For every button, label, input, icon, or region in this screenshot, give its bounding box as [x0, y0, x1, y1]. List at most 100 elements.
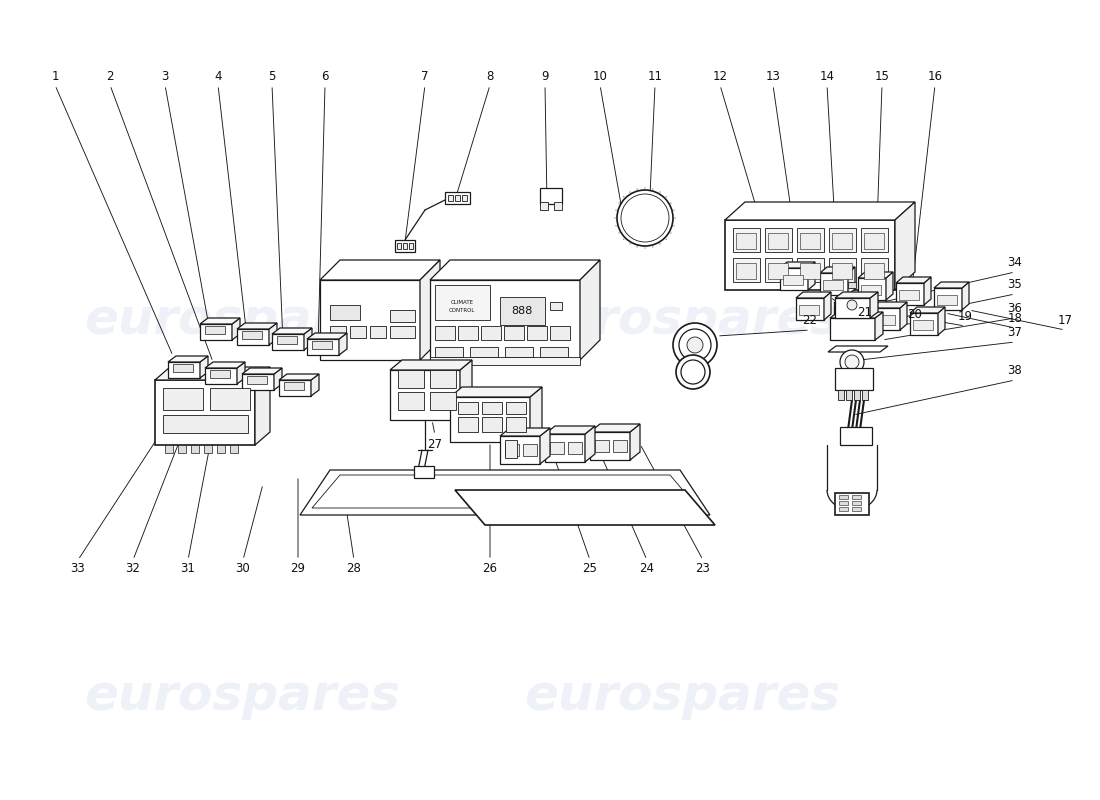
- Polygon shape: [155, 380, 255, 445]
- Bar: [800, 233, 820, 249]
- Text: 18: 18: [1008, 313, 1022, 326]
- Polygon shape: [858, 278, 886, 300]
- Bar: [482, 402, 502, 414]
- Bar: [430, 370, 456, 388]
- Bar: [899, 290, 918, 300]
- Bar: [210, 388, 250, 410]
- Polygon shape: [830, 318, 874, 340]
- Polygon shape: [236, 323, 277, 329]
- Bar: [434, 347, 463, 357]
- Polygon shape: [168, 356, 208, 362]
- Polygon shape: [307, 339, 339, 355]
- Text: 888: 888: [512, 306, 532, 316]
- Polygon shape: [395, 240, 415, 252]
- Bar: [798, 228, 824, 252]
- Bar: [835, 493, 869, 515]
- Bar: [852, 507, 861, 511]
- Polygon shape: [200, 324, 232, 340]
- Polygon shape: [585, 426, 595, 462]
- Bar: [277, 336, 297, 344]
- Polygon shape: [820, 267, 855, 273]
- Bar: [595, 440, 609, 452]
- Polygon shape: [828, 346, 888, 352]
- Bar: [178, 445, 186, 453]
- Bar: [242, 331, 262, 339]
- Bar: [500, 297, 544, 325]
- Polygon shape: [870, 292, 878, 318]
- Bar: [852, 495, 861, 499]
- Polygon shape: [236, 362, 245, 384]
- Bar: [736, 233, 756, 249]
- Polygon shape: [390, 360, 472, 370]
- Polygon shape: [834, 297, 869, 303]
- Bar: [839, 507, 848, 511]
- Bar: [173, 364, 192, 372]
- Bar: [568, 442, 582, 454]
- Bar: [764, 258, 792, 282]
- Bar: [783, 275, 803, 285]
- Polygon shape: [272, 328, 312, 334]
- Bar: [829, 258, 856, 282]
- Bar: [482, 417, 502, 432]
- Polygon shape: [200, 356, 208, 378]
- Bar: [370, 326, 386, 338]
- Bar: [204, 445, 212, 453]
- Bar: [390, 326, 415, 338]
- Bar: [800, 263, 820, 279]
- Bar: [829, 228, 856, 252]
- Bar: [434, 285, 490, 320]
- Bar: [874, 315, 895, 325]
- Bar: [430, 280, 580, 360]
- Bar: [430, 392, 456, 410]
- Bar: [455, 195, 460, 201]
- Polygon shape: [279, 380, 311, 396]
- Bar: [832, 233, 852, 249]
- Bar: [398, 370, 424, 388]
- Polygon shape: [848, 267, 855, 295]
- Text: 17: 17: [1057, 314, 1072, 327]
- Polygon shape: [934, 282, 969, 288]
- Polygon shape: [796, 292, 830, 298]
- Polygon shape: [544, 434, 585, 462]
- Bar: [837, 310, 857, 320]
- Bar: [397, 243, 401, 249]
- Polygon shape: [848, 282, 856, 288]
- Text: 36: 36: [1008, 302, 1022, 315]
- Bar: [550, 326, 570, 340]
- Polygon shape: [242, 374, 274, 390]
- Polygon shape: [830, 312, 883, 318]
- Polygon shape: [872, 302, 908, 308]
- Bar: [505, 444, 519, 456]
- Bar: [430, 357, 580, 365]
- Circle shape: [845, 355, 859, 369]
- Polygon shape: [255, 367, 270, 445]
- Text: 21: 21: [858, 306, 872, 319]
- Polygon shape: [320, 260, 440, 280]
- Text: 35: 35: [1008, 278, 1022, 291]
- Circle shape: [673, 323, 717, 367]
- Bar: [861, 285, 881, 295]
- Polygon shape: [590, 424, 640, 432]
- Bar: [320, 280, 420, 360]
- Bar: [217, 445, 226, 453]
- Bar: [733, 228, 760, 252]
- Bar: [733, 258, 760, 282]
- Bar: [861, 228, 888, 252]
- Polygon shape: [796, 298, 824, 320]
- Bar: [506, 402, 526, 414]
- Polygon shape: [168, 362, 200, 378]
- Polygon shape: [304, 328, 312, 350]
- Bar: [470, 347, 498, 357]
- Text: 32: 32: [125, 562, 141, 575]
- Bar: [838, 390, 844, 400]
- Bar: [839, 495, 848, 499]
- Bar: [768, 263, 788, 279]
- Bar: [448, 195, 453, 201]
- Polygon shape: [780, 268, 808, 290]
- Polygon shape: [450, 397, 530, 442]
- Text: 33: 33: [70, 562, 86, 575]
- Bar: [527, 326, 547, 340]
- Polygon shape: [862, 297, 869, 325]
- Bar: [163, 415, 248, 433]
- Polygon shape: [630, 424, 640, 460]
